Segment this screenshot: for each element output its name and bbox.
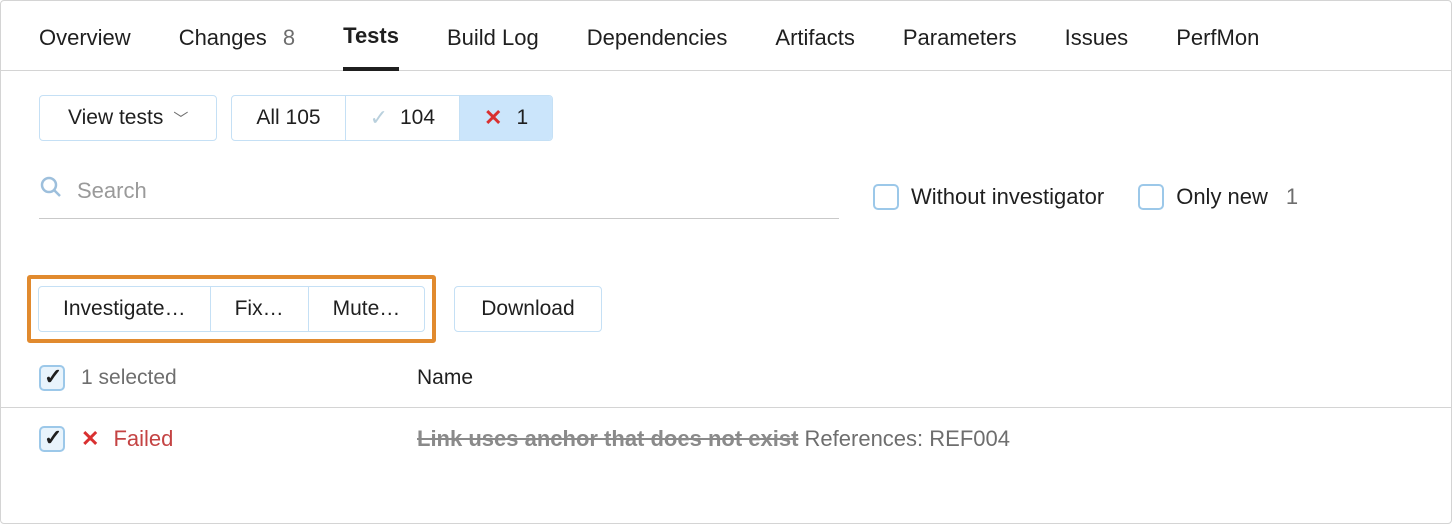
tab-dependencies[interactable]: Dependencies (587, 25, 728, 69)
tab-changes[interactable]: Changes 8 (179, 25, 295, 69)
without-investigator-checkbox[interactable] (873, 184, 899, 210)
actions-row: Investigate… Fix… Mute… Download (1, 219, 1451, 343)
tab-tests[interactable]: Tests (343, 23, 399, 71)
tab-changes-label: Changes (179, 25, 267, 50)
tab-parameters[interactable]: Parameters (903, 25, 1017, 69)
mute-button[interactable]: Mute… (308, 287, 425, 331)
test-row[interactable]: ✕ Failed Link uses anchor that does not … (1, 408, 1451, 472)
only-new-option[interactable]: Only new 1 (1138, 184, 1298, 210)
fail-icon: ✕ (81, 426, 99, 452)
without-investigator-option[interactable]: Without investigator (873, 184, 1104, 210)
filter-passed-count: 104 (400, 106, 435, 130)
tab-overview[interactable]: Overview (39, 25, 131, 69)
test-refs: References: REF004 (798, 426, 1010, 451)
search-row: Without investigator Only new 1 (1, 141, 1451, 219)
select-all-checkbox[interactable] (39, 365, 65, 391)
filter-bar: View tests ﹀ All 105 ✓ 104 ✕ 1 (1, 71, 1451, 141)
chevron-down-icon: ﹀ (173, 108, 188, 129)
test-name-cell: Link uses anchor that does not exist Ref… (417, 426, 1010, 452)
test-actions-group: Investigate… Fix… Mute… (38, 286, 425, 332)
filter-all[interactable]: All 105 (232, 96, 344, 140)
tab-artifacts[interactable]: Artifacts (775, 25, 854, 69)
cross-icon: ✕ (484, 105, 502, 131)
view-tests-label: View tests (68, 106, 163, 130)
tab-issues[interactable]: Issues (1065, 25, 1129, 69)
investigate-button[interactable]: Investigate… (39, 287, 210, 331)
selected-count: 1 selected (81, 366, 417, 390)
fix-button[interactable]: Fix… (210, 287, 308, 331)
tab-build-log[interactable]: Build Log (447, 25, 539, 69)
only-new-checkbox[interactable] (1138, 184, 1164, 210)
tab-perfmon[interactable]: PerfMon (1176, 25, 1259, 69)
filter-failed[interactable]: ✕ 1 (459, 96, 552, 140)
row-checkbox[interactable] (39, 426, 65, 452)
only-new-count: 1 (1286, 184, 1298, 210)
view-tests-dropdown[interactable]: View tests ﹀ (39, 95, 217, 141)
tab-changes-count: 8 (283, 25, 295, 50)
tab-bar: Overview Changes 8 Tests Build Log Depen… (1, 1, 1451, 71)
download-button[interactable]: Download (454, 286, 601, 332)
tests-panel: Overview Changes 8 Tests Build Log Depen… (0, 0, 1452, 524)
search-input[interactable] (77, 178, 839, 204)
check-icon: ✓ (370, 105, 388, 131)
test-count-filter: All 105 ✓ 104 ✕ 1 (231, 95, 553, 141)
filter-passed[interactable]: ✓ 104 (345, 96, 459, 140)
without-investigator-label: Without investigator (911, 184, 1104, 210)
search-box (39, 175, 839, 219)
name-column-header: Name (417, 366, 473, 390)
filter-failed-count: 1 (516, 106, 528, 130)
status-cell: ✕ Failed (81, 426, 417, 452)
only-new-label: Only new (1176, 184, 1268, 210)
status-text: Failed (113, 426, 173, 452)
actions-highlight: Investigate… Fix… Mute… (27, 275, 436, 343)
list-header: 1 selected Name (1, 343, 1451, 408)
test-name: Link uses anchor that does not exist (417, 426, 798, 451)
search-icon (39, 175, 63, 206)
